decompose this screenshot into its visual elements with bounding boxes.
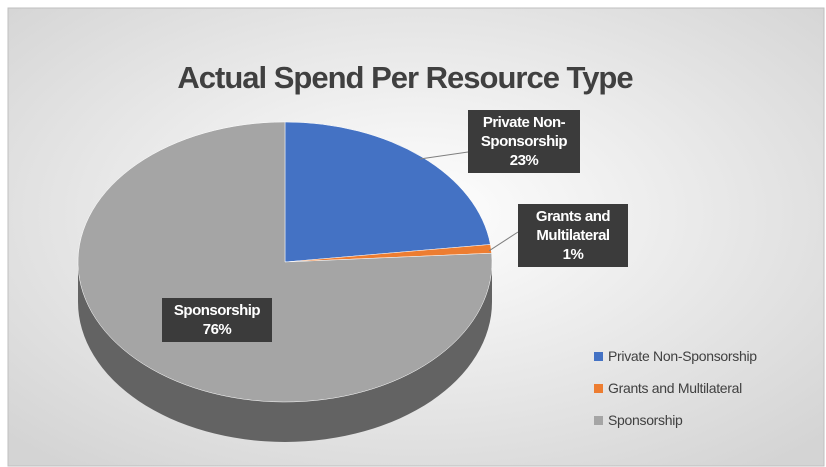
legend-label: Sponsorship — [608, 412, 683, 428]
data-label: Grants and Multilateral 1% — [518, 204, 628, 267]
data-label-name: Grants and Multilateral — [535, 208, 611, 244]
legend-entry: Sponsorship — [594, 412, 683, 428]
slice-side — [78, 262, 492, 442]
chart-title: Actual Spend Per Resource Type — [177, 60, 633, 95]
data-label: Sponsorship 76% — [162, 298, 272, 342]
leader-line — [488, 231, 519, 252]
data-label-value: 1% — [562, 246, 584, 263]
data-label-name: Sponsorship — [173, 302, 261, 319]
leader-line — [419, 151, 469, 160]
legend-swatch — [594, 351, 603, 361]
data-label-name: Private Non-Sponsorship — [480, 114, 568, 150]
legend-swatch — [594, 383, 603, 393]
data-label-value: 76% — [202, 321, 232, 338]
legend-entry: Private Non-Sponsorship — [594, 348, 757, 364]
legend-entry: Grants and Multilateral — [594, 380, 742, 396]
pie-slice — [284, 121, 491, 263]
data-label-value: 23% — [509, 152, 539, 169]
legend-label: Grants and Multilateral — [608, 380, 742, 396]
legend-swatch — [594, 415, 603, 425]
data-label: Private Non-Sponsorship 23% — [468, 110, 580, 173]
legend-label: Private Non-Sponsorship — [608, 348, 757, 364]
